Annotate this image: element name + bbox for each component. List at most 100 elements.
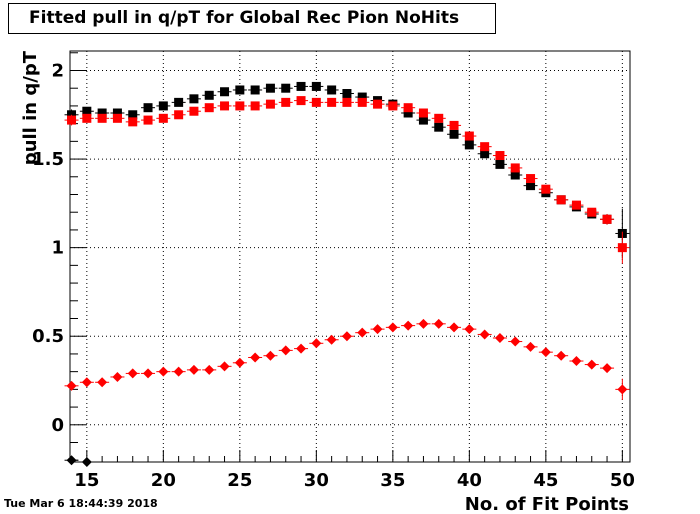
data-point-square	[220, 101, 230, 111]
x-tick-label: 35	[380, 470, 405, 491]
data-point-square	[296, 96, 306, 106]
data-point-diamond	[586, 359, 597, 370]
data-point-diamond	[418, 318, 429, 329]
data-point-square	[357, 97, 367, 107]
data-point-square	[571, 200, 581, 210]
data-point-square	[311, 97, 321, 107]
data-point-diamond	[525, 341, 536, 352]
data-point-diamond	[311, 338, 322, 349]
data-point-square	[464, 131, 474, 141]
data-point-square	[357, 92, 367, 102]
series-3	[64, 318, 630, 400]
chart-title: Fitted pull in q/pT for Global Rec Pion …	[8, 3, 496, 34]
data-point-square	[311, 81, 321, 91]
y-tick-label: 0	[51, 415, 64, 436]
data-point-square	[204, 90, 214, 100]
data-point-diamond	[494, 332, 505, 343]
data-point-square	[250, 85, 260, 95]
data-point-square	[174, 110, 184, 120]
data-point-square	[373, 99, 383, 109]
data-point-square	[265, 99, 275, 109]
data-point-diamond	[143, 368, 154, 379]
data-point-diamond	[372, 324, 383, 335]
data-point-square	[220, 87, 230, 97]
x-tick-label: 20	[151, 470, 176, 491]
series-0	[64, 81, 630, 259]
data-point-square	[82, 106, 92, 116]
data-point-square	[602, 214, 612, 224]
data-point-diamond	[204, 364, 215, 375]
data-point-diamond	[158, 366, 169, 377]
axes: 15 20 25 30 35 40 45 50 0 0.5 1 1.5 2	[32, 52, 635, 491]
data-point-diamond	[341, 331, 352, 342]
data-point-square	[418, 115, 428, 125]
data-point-diamond	[112, 371, 123, 382]
data-point-diamond	[81, 377, 92, 388]
data-point-square	[67, 115, 77, 125]
data-point-diamond	[219, 361, 230, 372]
y-axis-title: pull in q/pT	[20, 50, 41, 165]
y-tick-label: 1.5	[32, 149, 64, 170]
data-point-square	[434, 113, 444, 123]
data-point-diamond	[250, 352, 261, 363]
data-point-square	[265, 83, 275, 93]
data-point-square	[97, 113, 107, 123]
data-point-diamond	[81, 457, 92, 467]
grid	[70, 51, 630, 462]
y-tick-label: 1	[51, 238, 64, 259]
data-point-square	[464, 140, 474, 150]
data-point-square	[342, 97, 352, 107]
data-point-square	[281, 97, 291, 107]
data-point-square	[174, 97, 184, 107]
data-point-square	[143, 115, 153, 125]
data-point-square	[327, 97, 337, 107]
data-point-diamond	[234, 357, 245, 368]
data-point-square	[617, 243, 627, 253]
y-tick-label: 2	[51, 60, 64, 81]
data-point-square	[189, 94, 199, 104]
data-point-diamond	[296, 343, 307, 354]
data-point-square	[526, 181, 536, 191]
data-point-square	[158, 113, 168, 123]
series-2	[64, 455, 94, 467]
data-point-square	[388, 101, 398, 111]
data-point-square	[112, 108, 122, 118]
x-tick-label: 50	[610, 470, 635, 491]
data-point-square	[235, 101, 245, 111]
data-point-square	[495, 151, 505, 161]
x-tick-label: 15	[74, 470, 99, 491]
data-point-diamond	[433, 318, 444, 329]
data-point-diamond	[617, 384, 628, 395]
data-point-square	[403, 103, 413, 113]
series-1	[64, 96, 630, 264]
data-point-diamond	[449, 322, 460, 333]
data-point-square	[281, 83, 291, 93]
data-point-square	[510, 163, 520, 173]
data-point-square	[510, 170, 520, 180]
data-point-diamond	[326, 334, 337, 345]
data-point-square	[418, 108, 428, 118]
plot-frame	[69, 50, 631, 463]
data-point-square	[204, 103, 214, 113]
data-point-square	[189, 106, 199, 116]
data-point-square	[480, 142, 490, 152]
data-point-square	[541, 184, 551, 194]
x-tick-label: 45	[533, 470, 558, 491]
data-point-square	[342, 89, 352, 99]
data-point-diamond	[97, 377, 108, 388]
data-point-diamond	[173, 366, 184, 377]
data-point-square	[128, 110, 138, 120]
data-point-square	[235, 85, 245, 95]
data-point-diamond	[66, 455, 77, 466]
data-point-diamond	[571, 356, 582, 367]
data-point-square	[327, 85, 337, 95]
data-point-diamond	[280, 345, 291, 356]
x-tick-label: 40	[457, 470, 482, 491]
data-point-diamond	[127, 368, 138, 379]
data-point-square	[112, 113, 122, 123]
data-point-square	[587, 207, 597, 217]
data-point-square	[449, 129, 459, 139]
data-point-diamond	[464, 324, 475, 335]
data-point-diamond	[602, 363, 613, 374]
data-point-square	[158, 101, 168, 111]
